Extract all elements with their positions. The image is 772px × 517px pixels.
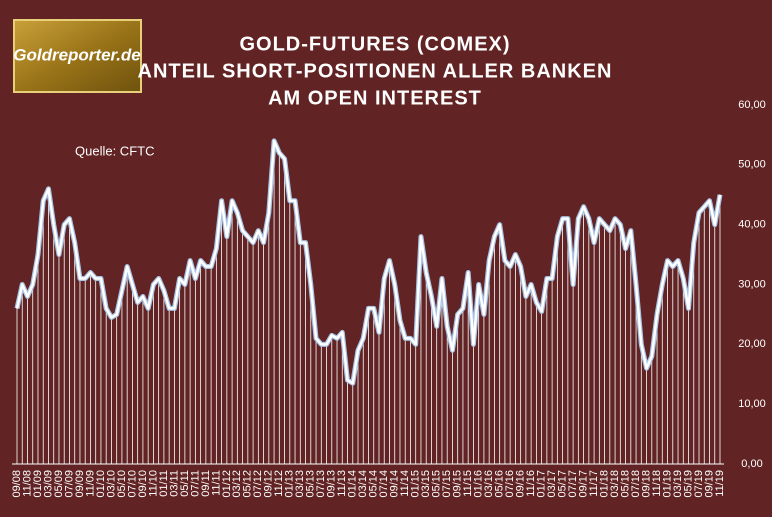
x-tick-label: 09/09 bbox=[74, 470, 86, 498]
x-tick-label: 05/14 bbox=[368, 470, 380, 498]
x-tick-label: 11/12 bbox=[273, 470, 285, 497]
x-tick-label: 07/10 bbox=[126, 470, 138, 498]
logo: Goldreporter.de bbox=[13, 45, 141, 64]
y-tick-label: 10,00 bbox=[738, 398, 766, 410]
x-tick-label: 09/11 bbox=[200, 470, 212, 497]
x-tick-label: 01/10 bbox=[95, 470, 107, 498]
x-tick-label: 09/13 bbox=[326, 470, 338, 498]
x-tick-label: 11/15 bbox=[462, 470, 474, 497]
x-tick-label: 01/11 bbox=[158, 470, 170, 497]
x-tick-label: 05/18 bbox=[619, 470, 631, 498]
x-tick-label: 07/16 bbox=[504, 470, 516, 498]
x-tick-label: 01/13 bbox=[284, 470, 296, 498]
x-tick-label: 05/13 bbox=[305, 470, 317, 498]
x-tick-label: 05/19 bbox=[682, 470, 694, 498]
x-tick-label: 05/12 bbox=[242, 470, 254, 498]
x-tick-label: 03/10 bbox=[105, 470, 117, 498]
x-tick-label: 07/09 bbox=[63, 470, 75, 498]
x-tick-label: 11/19 bbox=[714, 470, 726, 497]
x-tick-label: 07/19 bbox=[693, 470, 705, 498]
y-tick-label: 0,00 bbox=[741, 458, 762, 470]
x-tick-label: 03/15 bbox=[420, 470, 432, 498]
x-tick-label: 09/16 bbox=[515, 470, 527, 498]
x-tick-label: 01/19 bbox=[661, 470, 673, 498]
x-tick-label: 03/17 bbox=[546, 470, 558, 498]
x-tick-label: 11/09 bbox=[84, 470, 96, 497]
x-tick-label: 11/14 bbox=[399, 470, 411, 497]
x-tick-label: 09/08 bbox=[11, 470, 23, 498]
x-tick-label: 01/16 bbox=[473, 470, 485, 498]
x-tick-label: 11/18 bbox=[651, 470, 663, 497]
source: Quelle: CFTC bbox=[75, 143, 154, 158]
x-tick-label: 01/14 bbox=[347, 470, 359, 498]
y-tick-label: 20,00 bbox=[738, 338, 766, 350]
x-tick-label: 09/17 bbox=[578, 470, 590, 498]
x-tick-label: 07/15 bbox=[441, 470, 453, 498]
x-tick-label: 07/11 bbox=[189, 470, 201, 497]
y-tick-label: 50,00 bbox=[738, 159, 766, 171]
x-tick-label: 09/15 bbox=[452, 470, 464, 498]
x-tick-label: 09/14 bbox=[389, 470, 401, 498]
x-tick-label: 07/17 bbox=[567, 470, 579, 498]
x-tick-label: 03/12 bbox=[231, 470, 243, 498]
line bbox=[15, 139, 722, 385]
x-tick-label: 03/11 bbox=[168, 470, 180, 497]
x-tick-label: 09/10 bbox=[137, 470, 149, 498]
x-tick-label: 05/17 bbox=[557, 470, 569, 498]
x-tick-label: 01/17 bbox=[536, 470, 548, 498]
x-tick-label: 11/17 bbox=[588, 470, 600, 497]
x-tick-label: 05/11 bbox=[179, 470, 191, 497]
x-tick-label: 09/19 bbox=[703, 470, 715, 498]
chart-title: AM OPEN INTEREST bbox=[268, 87, 482, 109]
x-tick-label: 11/10 bbox=[147, 470, 159, 497]
chart-title: GOLD-FUTURES (COMEX) bbox=[239, 33, 510, 55]
x-tick-label: 07/12 bbox=[252, 470, 264, 498]
x-tick-label: 01/12 bbox=[221, 470, 233, 498]
y-tick-label: 40,00 bbox=[738, 219, 766, 231]
x-tick-label: 11/11 bbox=[210, 470, 222, 496]
x-tick-label: 03/19 bbox=[672, 470, 684, 498]
x-tick-label: 07/13 bbox=[315, 470, 327, 498]
x-tick-label: 07/14 bbox=[378, 470, 390, 498]
x-tick-label: 03/16 bbox=[483, 470, 495, 498]
logo-box bbox=[13, 19, 142, 93]
x-tick-label: 09/12 bbox=[263, 470, 275, 498]
x-tick-label: 05/09 bbox=[53, 470, 65, 498]
x-tick-label: 01/15 bbox=[410, 470, 422, 498]
x-tick-label: 03/18 bbox=[609, 470, 621, 498]
x-tick-label: 03/14 bbox=[357, 470, 369, 498]
x-tick-label: 01/09 bbox=[32, 470, 44, 498]
x-tick-label: 05/16 bbox=[494, 470, 506, 498]
x-tick-label: 03/13 bbox=[294, 470, 306, 498]
y-tick-label: 60,00 bbox=[738, 99, 766, 111]
x-tick-label: 11/16 bbox=[525, 470, 537, 497]
x-tick-label: 01/18 bbox=[598, 470, 610, 498]
x-tick-label: 07/18 bbox=[630, 470, 642, 498]
chart-title: ANTEIL SHORT-POSITIONEN ALLER BANKEN bbox=[138, 60, 613, 82]
x-tick-label: 09/18 bbox=[640, 470, 652, 498]
y-tick-label: 30,00 bbox=[738, 278, 766, 290]
x-tick-label: 05/15 bbox=[431, 470, 443, 498]
x-tick-label: 05/10 bbox=[116, 470, 128, 498]
x-tick-label: 03/09 bbox=[42, 470, 54, 498]
x-tick-label: 11/13 bbox=[336, 470, 348, 497]
x-tick-label: 11/08 bbox=[21, 470, 33, 497]
